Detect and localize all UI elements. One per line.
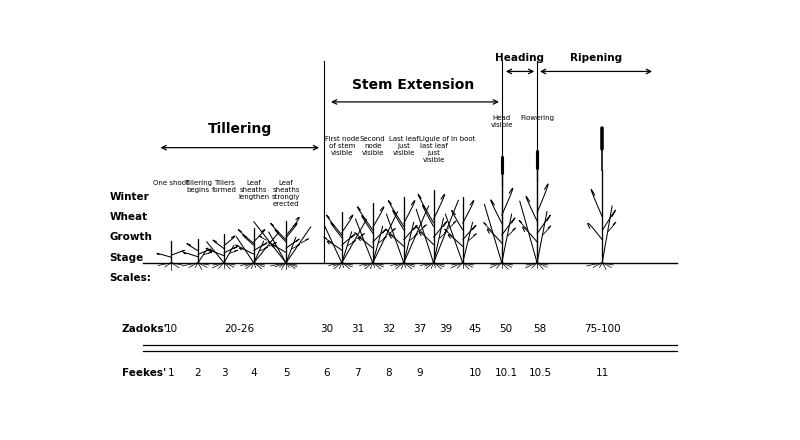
Text: 10: 10: [469, 368, 482, 378]
Text: In boot: In boot: [450, 136, 475, 142]
Text: 37: 37: [413, 324, 426, 334]
Text: Ripening: Ripening: [570, 53, 622, 63]
Text: Tillering: Tillering: [207, 122, 272, 136]
Text: One shoot: One shoot: [154, 180, 189, 186]
Text: 31: 31: [350, 324, 364, 334]
Text: Tillering
begins: Tillering begins: [184, 180, 212, 193]
Text: 8: 8: [385, 368, 392, 378]
Text: 45: 45: [469, 324, 482, 334]
Text: Winter: Winter: [110, 192, 149, 202]
Text: Flowering: Flowering: [520, 115, 554, 121]
Text: 5: 5: [282, 368, 290, 378]
Text: 1: 1: [168, 368, 174, 378]
Text: 10.5: 10.5: [529, 368, 552, 378]
Text: Feekes': Feekes': [122, 368, 166, 378]
Text: 11: 11: [595, 368, 609, 378]
Text: 20-26: 20-26: [225, 324, 254, 334]
Text: 7: 7: [354, 368, 361, 378]
Text: 30: 30: [320, 324, 333, 334]
Text: Leaf
sheaths
strongly
erected: Leaf sheaths strongly erected: [272, 180, 300, 207]
Text: 58: 58: [534, 324, 547, 334]
Text: Scales:: Scales:: [110, 273, 151, 283]
Text: Stem Extension: Stem Extension: [352, 78, 474, 92]
Text: Last leaf
just
visible: Last leaf just visible: [389, 136, 418, 156]
Text: Head
visible: Head visible: [490, 115, 513, 128]
Text: 3: 3: [221, 368, 227, 378]
Text: First node
of stem
visible: First node of stem visible: [325, 136, 359, 156]
Text: Heading: Heading: [495, 53, 544, 63]
Text: 2: 2: [194, 368, 202, 378]
Text: 50: 50: [499, 324, 513, 334]
Text: 10: 10: [165, 324, 178, 334]
Text: Wheat: Wheat: [110, 212, 147, 222]
Text: 39: 39: [439, 324, 453, 334]
Text: 9: 9: [416, 368, 422, 378]
Text: 6: 6: [323, 368, 330, 378]
Text: Leaf
sheaths
lengthen: Leaf sheaths lengthen: [238, 180, 270, 200]
Text: Tillers
formed: Tillers formed: [211, 180, 237, 193]
Text: 10.1: 10.1: [494, 368, 518, 378]
Text: Stage: Stage: [110, 253, 143, 263]
Text: 32: 32: [382, 324, 395, 334]
Text: Second
node
visible: Second node visible: [360, 136, 386, 156]
Text: Zadoks': Zadoks': [122, 324, 167, 334]
Text: Growth: Growth: [110, 232, 152, 242]
Text: 75-100: 75-100: [584, 324, 621, 334]
Text: 4: 4: [250, 368, 257, 378]
Text: Ligule of
last leaf
just
visible: Ligule of last leaf just visible: [418, 136, 449, 163]
